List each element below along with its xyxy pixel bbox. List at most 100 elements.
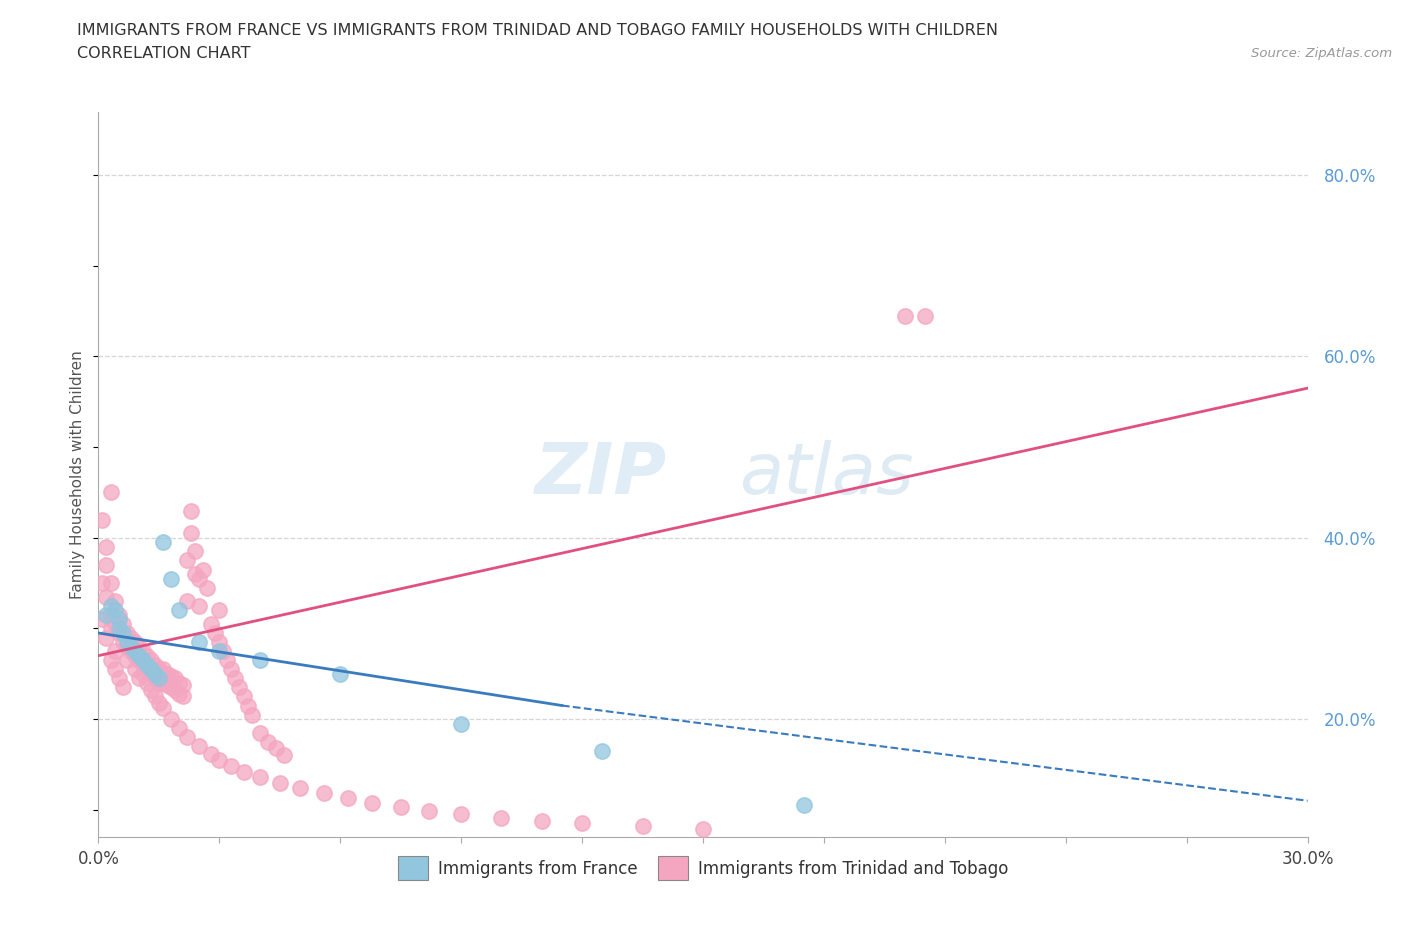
Point	[96, 631, 118, 645]
Point	[167, 686, 190, 701]
Point	[232, 689, 254, 704]
Point	[103, 617, 125, 631]
Point	[389, 800, 412, 815]
Point	[188, 634, 211, 649]
Point	[128, 653, 150, 668]
Point	[167, 603, 190, 618]
Point	[135, 648, 157, 663]
Point	[107, 671, 129, 685]
Point	[115, 653, 138, 668]
Point	[361, 795, 384, 810]
Point	[148, 696, 170, 711]
Point	[167, 675, 190, 690]
Point	[124, 648, 146, 663]
Point	[107, 626, 129, 641]
Point	[135, 662, 157, 677]
Point	[172, 677, 194, 692]
Point	[156, 666, 179, 681]
Point	[124, 644, 146, 658]
Point	[160, 680, 183, 695]
Y-axis label: Family Households with Children: Family Households with Children	[70, 350, 86, 599]
Point	[208, 603, 231, 618]
Point	[228, 680, 250, 695]
Point	[212, 644, 235, 658]
Point	[103, 594, 125, 609]
Point	[111, 680, 134, 695]
Point	[204, 626, 226, 641]
Point	[208, 634, 231, 649]
Point	[337, 790, 360, 805]
Point	[193, 562, 215, 577]
Point	[188, 598, 211, 613]
Point	[96, 558, 118, 573]
Point	[120, 639, 142, 654]
Point	[631, 818, 654, 833]
Point	[115, 626, 138, 641]
Point	[96, 607, 118, 622]
Point	[128, 653, 150, 668]
Point	[893, 308, 915, 323]
Point	[100, 607, 122, 622]
Point	[107, 607, 129, 622]
Point	[163, 683, 186, 698]
Point	[195, 580, 218, 595]
Point	[167, 721, 190, 736]
Text: ZIP: ZIP	[534, 440, 666, 509]
Point	[273, 748, 295, 763]
Point	[176, 730, 198, 745]
Legend: Immigrants from France, Immigrants from Trinidad and Tobago: Immigrants from France, Immigrants from …	[391, 850, 1015, 886]
Point	[221, 759, 243, 774]
Point	[120, 644, 142, 658]
Point	[180, 503, 202, 518]
Point	[132, 666, 155, 681]
Point	[264, 740, 287, 755]
Point	[107, 621, 129, 636]
Point	[418, 804, 440, 818]
Point	[132, 658, 155, 672]
Point	[571, 816, 593, 830]
Point	[249, 770, 271, 785]
Point	[450, 716, 472, 731]
Point	[148, 671, 170, 685]
Point	[132, 653, 155, 668]
Point	[188, 571, 211, 586]
Point	[232, 764, 254, 779]
Point	[288, 780, 311, 795]
Point	[135, 658, 157, 672]
Text: atlas: atlas	[740, 440, 914, 509]
Point	[200, 617, 222, 631]
Point	[240, 707, 263, 722]
Point	[152, 662, 174, 677]
Point	[530, 813, 553, 828]
Point	[96, 590, 118, 604]
Point	[139, 683, 162, 698]
Point	[793, 798, 815, 813]
Point	[148, 675, 170, 690]
Point	[139, 666, 162, 681]
Point	[329, 666, 352, 681]
Point	[269, 776, 291, 790]
Point	[249, 725, 271, 740]
Point	[100, 576, 122, 591]
Point	[139, 662, 162, 677]
Point	[103, 662, 125, 677]
Point	[143, 689, 166, 704]
Point	[217, 653, 239, 668]
Point	[111, 626, 134, 641]
Point	[221, 662, 243, 677]
Point	[152, 535, 174, 550]
Point	[914, 308, 936, 323]
Point	[491, 811, 513, 826]
Point	[100, 621, 122, 636]
Point	[120, 639, 142, 654]
Point	[124, 662, 146, 677]
Point	[100, 653, 122, 668]
Point	[128, 648, 150, 663]
Point	[120, 631, 142, 645]
Point	[152, 675, 174, 690]
Point	[256, 735, 278, 750]
Point	[200, 746, 222, 761]
Point	[100, 485, 122, 500]
Point	[111, 634, 134, 649]
Point	[139, 653, 162, 668]
